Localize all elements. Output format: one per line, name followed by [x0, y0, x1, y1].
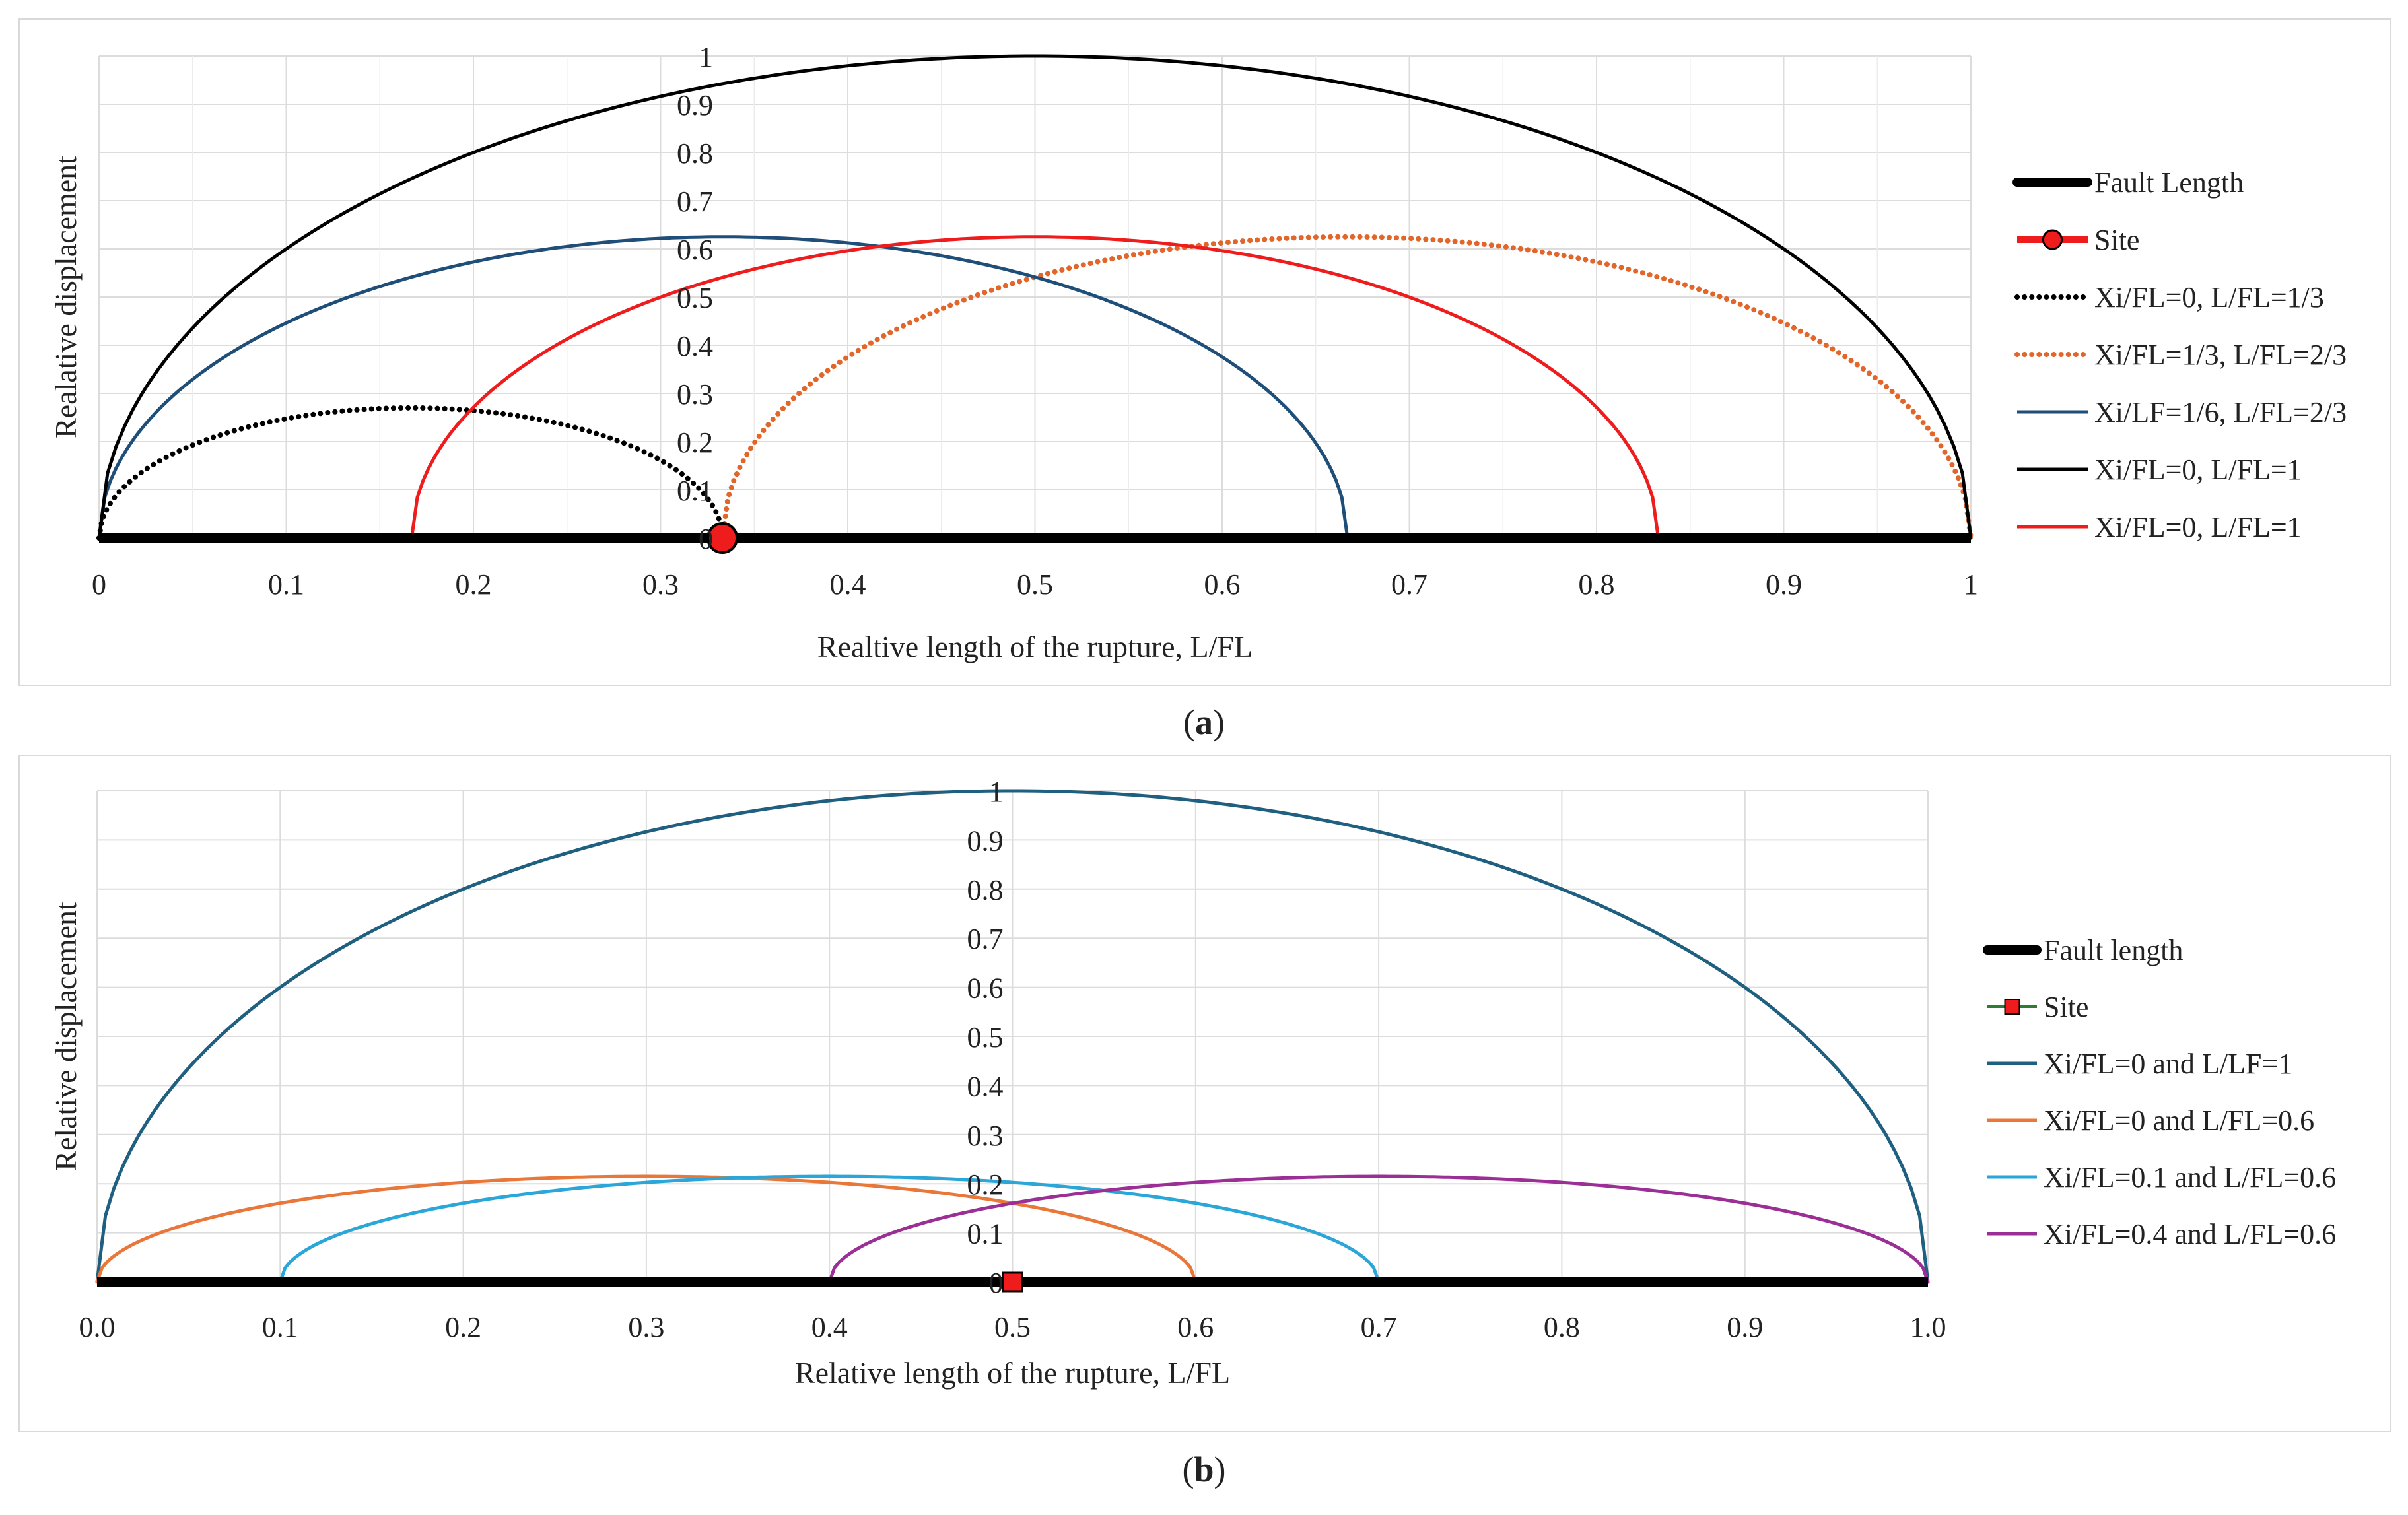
y-tick-label: 1	[989, 776, 1004, 808]
legend-label-site: Site	[2094, 224, 2139, 256]
x-tick-label: 0.8	[1579, 568, 1615, 601]
x-axis-title: Realtive length of the rupture, L/FL	[817, 630, 1253, 663]
x-tick-label: 0.8	[1544, 1311, 1580, 1343]
legend-label-series-2: Xi/FL=0 and L/FL=0.6	[2044, 1104, 2314, 1137]
legend-label-series-4: Xi/FL=0, L/FL=1	[2094, 454, 2302, 486]
legend-swatch-site-marker	[2004, 999, 2020, 1015]
y-tick-label: 0.7	[677, 185, 713, 218]
y-tick-label: 0.6	[967, 972, 1004, 1005]
caption-a: (a)	[1183, 702, 1225, 742]
y-tick-label: 0.1	[967, 1218, 1004, 1250]
legend: Fault Length Site Xi/FL=0, L/FL=1/3 Xi/FL=1…	[2012, 166, 2347, 543]
y-tick-label: 0.6	[677, 234, 713, 266]
chart-panel-a: 0 0.1 0.2 0.3 0.4 0.5 0.6 0.7 0.8 0.9 1 0 0.1 0.2 0.3 0…	[18, 18, 2391, 686]
y-tick-label: 0.8	[967, 874, 1004, 906]
x-tick-label: 0.6	[1204, 568, 1241, 601]
series-line-4	[97, 54, 1973, 540]
caption-b-letter: b	[1194, 1450, 1214, 1489]
y-tick-label: 0.4	[677, 330, 713, 362]
x-tick-label: 1	[1964, 568, 1978, 601]
gridlines	[96, 790, 1929, 1283]
y-tick-label: 0.7	[967, 923, 1004, 955]
legend-label-series-4: Xi/FL=0.4 and L/FL=0.6	[2044, 1218, 2336, 1250]
y-tick-label: 0.3	[677, 378, 713, 411]
x-tick-label: 0.0	[79, 1311, 116, 1343]
y-tick-label: 0.9	[967, 825, 1004, 857]
legend-label-series-3: Xi/LF=1/6, L/FL=2/3	[2094, 396, 2347, 428]
legend-label-series-1: Xi/FL=0, L/FL=1/3	[2094, 281, 2324, 314]
series-line-1	[96, 405, 726, 541]
y-tick-label: 0.3	[967, 1120, 1004, 1152]
y-tick-label: 0.2	[967, 1168, 1004, 1201]
legend-label-series-5: Xi/FL=0, L/FL=1	[2094, 511, 2302, 543]
x-tick-label: 0.3	[642, 568, 679, 601]
gridlines	[98, 55, 1972, 539]
x-tick-label: 0.7	[1391, 568, 1428, 601]
x-tick-label: 0.7	[1361, 1311, 1397, 1343]
y-axis-title: Realative displacement	[49, 156, 83, 438]
x-tick-label: 0.5	[994, 1311, 1031, 1343]
y-tick-label: 0.2	[677, 426, 713, 459]
y-tick-label: 0.1	[677, 475, 713, 507]
x-tick-label: 0.9	[1766, 568, 1802, 601]
legend-label-fault: Fault Length	[2094, 166, 2244, 199]
chart-b-svg: 0 0.1 0.2 0.3 0.4 0.5 0.6 0.7 0.8 0.9 1 0.0 0.1 0.2 0.…	[49, 776, 2336, 1390]
x-axis-title: Relative length of the rupture, L/FL	[795, 1356, 1230, 1390]
site-marker	[1002, 1271, 1023, 1293]
y-axis-title: Relative displacement	[49, 902, 83, 1171]
x-tick-label: 1.0	[1910, 1311, 1946, 1343]
legend-label-series-1: Xi/FL=0 and L/LF=1	[2044, 1048, 2292, 1080]
series-line-2	[720, 234, 1974, 541]
x-tick-label: 0.1	[268, 568, 304, 601]
caption-b: (b)	[1182, 1450, 1226, 1489]
legend-label-series-2: Xi/FL=1/3, L/FL=2/3	[2094, 339, 2347, 371]
series-line-5	[409, 235, 1661, 540]
caption-a-letter: a	[1195, 702, 1213, 742]
y-tick-label: 0.5	[677, 282, 713, 314]
series-line-3	[278, 1174, 1381, 1284]
y-tick-label: 0.8	[677, 137, 713, 170]
legend-swatch-site-marker	[2042, 229, 2063, 250]
x-tick-label: 0.4	[811, 1311, 848, 1343]
x-tick-label: 0.2	[445, 1311, 481, 1343]
y-tick-label: 0.4	[967, 1070, 1004, 1102]
x-tick-label: 0.5	[1017, 568, 1053, 601]
legend-label-fault: Fault length	[2044, 934, 2183, 966]
series-line-1	[95, 789, 1930, 1284]
y-tick-label: 0.9	[677, 89, 713, 121]
x-tick-label: 0.3	[628, 1311, 664, 1343]
chart-a-svg: 0 0.1 0.2 0.3 0.4 0.5 0.6 0.7 0.8 0.9 1 0 0.1 0.2 0.3 0…	[49, 41, 2347, 663]
site-marker	[706, 522, 739, 554]
x-tick-label: 0.4	[830, 568, 866, 601]
x-tick-label: 0.9	[1727, 1311, 1763, 1343]
legend-label-series-3: Xi/FL=0.1 and L/FL=0.6	[2044, 1161, 2336, 1194]
series-line-3	[97, 235, 1350, 540]
x-tick-label: 0.6	[1177, 1311, 1214, 1343]
legend-label-site: Site	[2044, 991, 2088, 1023]
y-tick-label: 0	[699, 523, 713, 555]
chart-panel-b: 0 0.1 0.2 0.3 0.4 0.5 0.6 0.7 0.8 0.9 1 0.0 0.1 0.2 0.…	[18, 755, 2391, 1432]
x-tick-label: 0	[92, 568, 106, 601]
x-tick-label: 0.1	[262, 1311, 298, 1343]
legend: Fault length Site Xi/FL=0 and L/LF=1 Xi/FL=…	[1983, 934, 2336, 1250]
y-tick-label: 0	[989, 1267, 1004, 1299]
y-tick-label: 0.5	[967, 1021, 1004, 1054]
y-tick-label: 1	[699, 41, 713, 73]
series-line-4	[827, 1174, 1930, 1284]
x-tick-label: 0.2	[456, 568, 492, 601]
